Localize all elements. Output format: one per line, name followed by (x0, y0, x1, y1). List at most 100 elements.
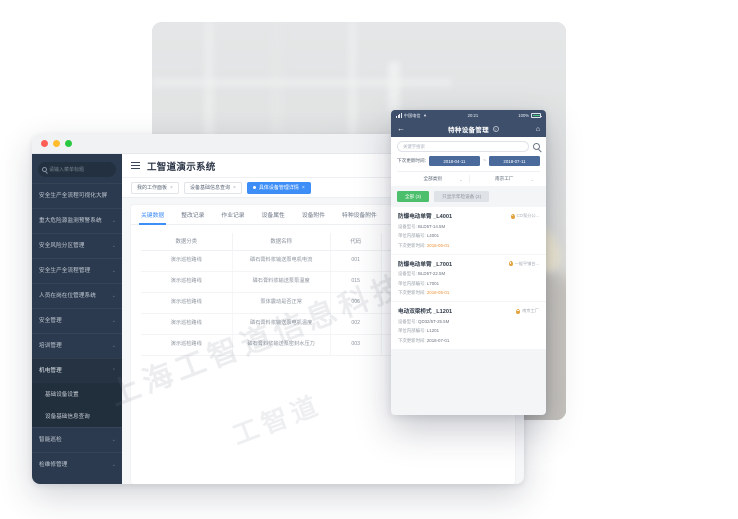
sidebar-subitem-label: 设备基础信息查询 (45, 414, 90, 420)
date-separator: ~ (482, 158, 486, 164)
update-label: 下次更新时间: (398, 337, 426, 343)
cell-name: 磷石膏料浆输送泵密封水压力 (232, 334, 331, 356)
content-tab-special-equipment-attachments[interactable]: 特种设备附件 (342, 205, 377, 225)
internal-value: L4001 (426, 233, 440, 238)
equipment-model-row: 设备型号: BLD5T-14.5M (398, 224, 539, 230)
chevron-down-icon: ⌄ (111, 242, 116, 249)
close-icon[interactable]: × (170, 184, 173, 191)
sidebar-subitem-equipment-info-query[interactable]: 设备基础信息查询 (32, 405, 122, 427)
location-pin-icon (508, 261, 513, 266)
search-icon[interactable] (533, 143, 540, 150)
date-from-button[interactable]: 2018-04-11 (428, 156, 480, 166)
sidebar-item-visual-dashboard[interactable]: 安全生产全流程可视化大屏 (32, 183, 122, 208)
phone-search-input[interactable]: 关键字搜索 (397, 141, 529, 152)
cell-code: 001 (330, 250, 382, 272)
column-header-name: 数据名称 (232, 233, 331, 251)
cell-name: 泵体震动是否正常 (232, 292, 331, 314)
sidebar-item-label: 智能巡检 (39, 436, 62, 443)
minimize-icon[interactable] (53, 140, 60, 147)
phone-search-row: 关键字搜索 (397, 141, 540, 152)
chevron-up-icon: ⌃ (111, 367, 116, 374)
sidebar-item-maintenance[interactable]: 检维修管理 ⌄ (32, 452, 122, 477)
phone-equipment-list: 防爆电动单臂 _L4001 CO泵分公... 设备型号: BLD5T-14.5M… (391, 207, 546, 415)
chip-all[interactable]: 全部 (3) (397, 191, 430, 202)
phone-search-placeholder: 关键字搜索 (403, 143, 425, 149)
sidebar-subitem-basic-equipment-settings[interactable]: 基础设备设置 (32, 383, 122, 405)
equipment-name: 防爆电动单臂 _L4001 (398, 214, 453, 220)
model-label: 设备型号: (398, 318, 417, 324)
chip-annual-inspection-only[interactable]: 只显示年检设备 (2) (434, 191, 490, 202)
chevron-down-icon: ⌄ (111, 342, 116, 349)
list-item[interactable]: 电动双梁桥式 _L1201 南京工厂 设备型号: QD32/5T-25.5M 单… (391, 302, 546, 349)
equipment-location: 一般平铺台... (508, 261, 539, 267)
content-tab-label: 特种设备附件 (342, 213, 377, 219)
equipment-update-row: 下次更新时间: 2018-07-01 (398, 338, 539, 344)
sidebar-item-personnel[interactable]: 人员在岗在位管理系统 ⌄ (32, 283, 122, 308)
content-tab-key-data[interactable]: 关键数据 (138, 205, 167, 225)
tab-equipment-detail[interactable]: 具体设备管理详情 × (246, 181, 311, 194)
sidebar-item-safety-management[interactable]: 安全管理 ⌄ (32, 308, 122, 333)
page-title: 工智道演示系统 (147, 161, 216, 173)
chevron-down-icon: ⌄ (111, 317, 116, 324)
select-category[interactable]: 全部类别 ⌄ (397, 172, 469, 186)
sidebar-item-electromechanical[interactable]: 机电管理 ⌃ (32, 358, 122, 383)
clock-label: 20:21 (467, 113, 479, 118)
select-factory[interactable]: 南京工厂 ⌄ (468, 172, 541, 186)
content-tabs: 关键数据 整改记录 作业记录 设备属性 设备附件 (131, 205, 515, 225)
date-to-button[interactable]: 2018-07-11 (488, 156, 541, 166)
sidebar-item-production-process[interactable]: 安全生产全流程管理 ⌄ (32, 258, 122, 283)
internal-label: 单位内部编号: (398, 328, 426, 333)
sidebar-item-smart-inspection[interactable]: 智能巡检 ⌄ (32, 427, 122, 452)
close-icon[interactable] (41, 140, 48, 147)
cell-code: 003 (330, 334, 382, 356)
chevron-down-icon: ⌄ (530, 176, 534, 182)
hamburger-icon[interactable] (131, 161, 140, 170)
content-tab-work-records[interactable]: 作业记录 (221, 205, 244, 225)
question-mark-icon[interactable]: ? (492, 126, 499, 132)
content-tab-label: 整改记录 (181, 213, 205, 219)
sidebar-item-label: 培训管理 (39, 342, 62, 349)
list-item[interactable]: 防爆电动单臂 _L7001 一般平铺台... 设备型号: BLD5T-22.5M… (391, 254, 546, 301)
home-icon[interactable]: ⌂ (535, 125, 540, 133)
active-dot-icon (252, 186, 256, 189)
internal-value: L1201 (426, 328, 440, 333)
content-tab-label: 设备附件 (301, 213, 326, 219)
phone-date-filter: 下次更新时间: 2018-04-11 ~ 2018-07-11 (397, 156, 541, 166)
content-tab-equipment-attachments[interactable]: 设备附件 (302, 205, 325, 225)
equipment-internal-row: 单位内部编号: L1201 (398, 328, 539, 334)
list-item[interactable]: 防爆电动单臂 _L4001 CO泵分公... 设备型号: BLD5T-14.5M… (391, 207, 546, 254)
battery-icon (531, 113, 542, 118)
chevron-down-icon: ⌄ (111, 461, 116, 468)
back-arrow-icon[interactable]: ← (397, 124, 405, 133)
equipment-model-row: 设备型号: BLD5T-22.5M (398, 271, 539, 277)
sidebar-item-training[interactable]: 培训管理 ⌄ (32, 333, 122, 358)
sidebar-item-risk-zones[interactable]: 安全风险分区管理 ⌄ (32, 233, 122, 258)
update-value: 2018-07-01 (426, 337, 450, 343)
update-label: 下次更新时间: (398, 242, 426, 248)
equipment-location: CO泵分公... (510, 213, 539, 219)
sidebar-item-hazard-monitoring[interactable]: 重大危险源监测预警系统 ⌄ (32, 208, 122, 233)
close-icon[interactable]: × (301, 184, 305, 191)
tab-label: 我的工作面板 (137, 185, 168, 191)
location-pin-icon (516, 308, 521, 314)
cell-code: 002 (330, 313, 382, 335)
sidebar-search-input[interactable]: 请输入菜单标题 (38, 162, 116, 177)
tab-my-workbench[interactable]: 我的工作面板 × (131, 181, 179, 194)
content-tab-rectification[interactable]: 整改记录 (181, 205, 204, 225)
equipment-model-row: 设备型号: QD32/5T-25.5M (398, 319, 539, 325)
content-tab-label: 设备属性 (261, 213, 285, 219)
location-label: CO泵分公... (516, 213, 539, 218)
tab-equipment-info-query[interactable]: 设备基础信息查询 × (183, 181, 242, 194)
update-value: 2018-05-01 (426, 242, 450, 248)
chevron-down-icon: ⌄ (111, 217, 116, 224)
content-tab-equipment-attributes[interactable]: 设备属性 (262, 205, 285, 225)
close-icon[interactable]: × (232, 184, 236, 191)
sidebar-item-label: 安全风险分区管理 (39, 242, 85, 249)
model-value: QD32/5T-25.5M (418, 318, 450, 324)
select-factory-label: 南京工厂 (495, 176, 514, 181)
maximize-icon[interactable] (65, 140, 72, 147)
equipment-update-row: 下次更新时间: 2018-05-01 (398, 290, 539, 296)
sidebar-item-label: 安全生产全流程可视化大屏 (39, 192, 108, 199)
cell-category: 演示巡检路线 (141, 313, 233, 335)
equipment-internal-row: 单位内部编号: L4001 (398, 233, 539, 239)
